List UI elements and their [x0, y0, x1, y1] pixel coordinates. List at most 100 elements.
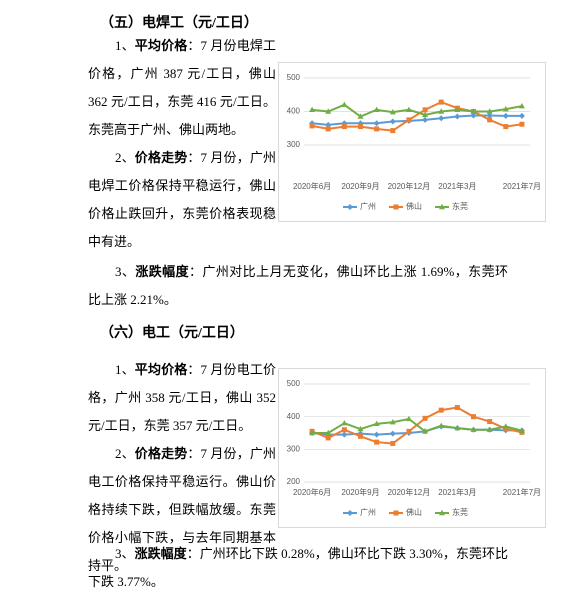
marker	[502, 423, 509, 429]
marker	[389, 118, 396, 125]
paragraph-keyword: 涨跌幅度	[134, 546, 187, 561]
marker	[393, 204, 399, 210]
marker	[406, 428, 412, 434]
y-tick-label: 200	[287, 477, 301, 486]
paragraph-lead: 2、	[115, 150, 135, 165]
marker	[438, 108, 445, 114]
legend-label: 佛山	[406, 507, 422, 517]
marker	[406, 117, 412, 123]
marker	[341, 431, 348, 438]
x-tick-label: 2020年6月	[293, 181, 331, 191]
marker	[393, 510, 399, 516]
marker	[309, 429, 316, 436]
y-tick-label: 400	[287, 412, 301, 421]
paragraph-keyword: 平均价格	[134, 38, 188, 53]
y-tick-label: 300	[287, 140, 301, 149]
section-heading: （六）电工（元/工日）	[100, 326, 244, 341]
x-tick-label: 2021年7月	[503, 487, 541, 497]
marker	[487, 117, 493, 123]
marker	[389, 108, 396, 115]
marker	[438, 99, 444, 105]
series-line	[312, 417, 523, 434]
paragraph-lead: 3、	[115, 546, 135, 561]
series-line	[311, 101, 523, 132]
paragraph-text: ：广州环比下跌 0.28%，佛山环比下跌 3.30%，东莞环比下跌 3.77%。	[88, 546, 508, 589]
marker	[309, 123, 315, 129]
marker	[486, 112, 493, 119]
paragraph: 2、价格走势：7 月份，广州电焊工价格保持平稳运行，佛山价格止跌回升，东莞价格表…	[88, 144, 276, 256]
paragraph: 3、涨跌幅度：广州对比上月无变化，佛山环比上涨 1.69%，东莞环比上涨 2.2…	[88, 258, 508, 314]
marker	[503, 426, 509, 432]
marker	[470, 108, 477, 114]
paragraph: 3、涨跌幅度：广州环比下跌 0.28%，佛山环比下跌 3.30%，东莞环比下跌 …	[88, 540, 508, 596]
marker	[341, 420, 348, 426]
marker	[405, 106, 412, 113]
marker	[487, 419, 493, 425]
paragraph-lead: 1、	[115, 362, 135, 377]
legend-label: 广州	[360, 507, 376, 517]
legend-label: 广州	[360, 201, 376, 211]
marker	[373, 431, 380, 438]
marker	[471, 414, 476, 420]
marker	[454, 424, 461, 431]
text-row: 3、涨跌幅度：广州环比下跌 0.28%，佛山环比下跌 3.30%，东莞环比下跌 …	[88, 540, 508, 596]
marker	[341, 124, 347, 130]
chart-border	[278, 62, 546, 222]
paragraph-lead: 1、	[115, 38, 135, 53]
text-row: 3、涨跌幅度：广州对比上月无变化，佛山环比上涨 1.69%，东莞环比上涨 2.2…	[88, 258, 508, 314]
paragraph: 1、平均价格：7 月份电焊工价格，广州 387 元/工日，佛山 362 元/工日…	[88, 32, 276, 144]
marker	[374, 126, 380, 132]
x-tick-label: 2021年7月	[503, 181, 541, 191]
marker	[502, 112, 509, 119]
paragraph-text: ：7 月份，广州电工价格保持平稳运行。佛山价格持续下跌，但跌幅放缓。东莞价格小幅…	[88, 446, 276, 573]
y-tick-label: 400	[287, 107, 301, 116]
marker	[341, 101, 348, 107]
marker	[518, 112, 525, 119]
marker	[373, 106, 380, 113]
paragraph-text: ：7 月份电工价格，广州 358 元/工日，佛山 352 元/工日，东莞 357…	[88, 362, 276, 433]
marker	[422, 116, 429, 123]
x-tick-label: 2020年6月	[293, 487, 331, 497]
paragraph-lead: 3、	[115, 264, 136, 279]
chart-border	[278, 368, 546, 528]
marker	[357, 425, 364, 432]
paragraph-keyword: 价格走势	[134, 446, 188, 461]
marker	[422, 415, 428, 421]
marker	[325, 108, 332, 114]
marker	[373, 420, 380, 427]
marker	[357, 113, 364, 119]
y-tick-label: 300	[287, 444, 301, 453]
marker	[438, 407, 444, 413]
paragraph: 1、平均价格：7 月份电工价格，广州 358 元/工日，佛山 352 元/工日，…	[88, 356, 276, 440]
paragraph-text: ：7 月份电焊工价格，广州 387 元/工日，佛山 362 元/工日，东莞 41…	[88, 38, 276, 137]
marker	[454, 113, 461, 120]
marker	[325, 126, 331, 132]
marker	[341, 427, 347, 433]
chart: 200 300 400 500 2020年6月 2020年9月 2020年12月 2021年3…	[278, 368, 546, 528]
marker	[358, 124, 363, 130]
marker	[518, 102, 525, 109]
marker	[502, 105, 509, 112]
text-column: 1、平均价格：7 月份电工价格，广州 358 元/工日，佛山 352 元/工日，…	[88, 356, 276, 580]
x-tick-label: 2021年3月	[438, 487, 476, 497]
y-tick-label: 500	[287, 379, 301, 388]
marker	[347, 510, 353, 516]
marker	[309, 106, 316, 113]
paragraph-keyword: 价格走势	[134, 150, 188, 165]
y-tick-label: 500	[287, 73, 301, 82]
marker	[390, 440, 396, 446]
x-tick-label: 2021年3月	[438, 181, 476, 191]
x-tick-label: 2020年12月	[388, 181, 431, 191]
paragraph-text: ：7 月份，广州电焊工价格保持平稳运行，佛山价格止跌回升，东莞价格表现稳中有进。	[88, 150, 276, 249]
marker	[438, 422, 445, 429]
paragraph: 2、价格走势：7 月份，广州电工价格保持平稳运行。佛山价格持续下跌，但跌幅放缓。…	[88, 440, 276, 580]
text-column: 1、平均价格：7 月份电焊工价格，广州 387 元/工日，佛山 362 元/工日…	[88, 32, 276, 256]
marker	[470, 112, 477, 119]
paragraph-text: ：广州对比上月无变化，佛山环比上涨 1.69%，东莞环比上涨 2.21%。	[88, 264, 508, 307]
paragraph-lead: 2、	[115, 446, 135, 461]
section-heading: （五）电焊工（元/工日）	[100, 16, 258, 31]
marker	[518, 427, 525, 433]
marker	[325, 429, 332, 436]
marker	[422, 111, 429, 118]
legend-label: 东莞	[452, 507, 468, 517]
